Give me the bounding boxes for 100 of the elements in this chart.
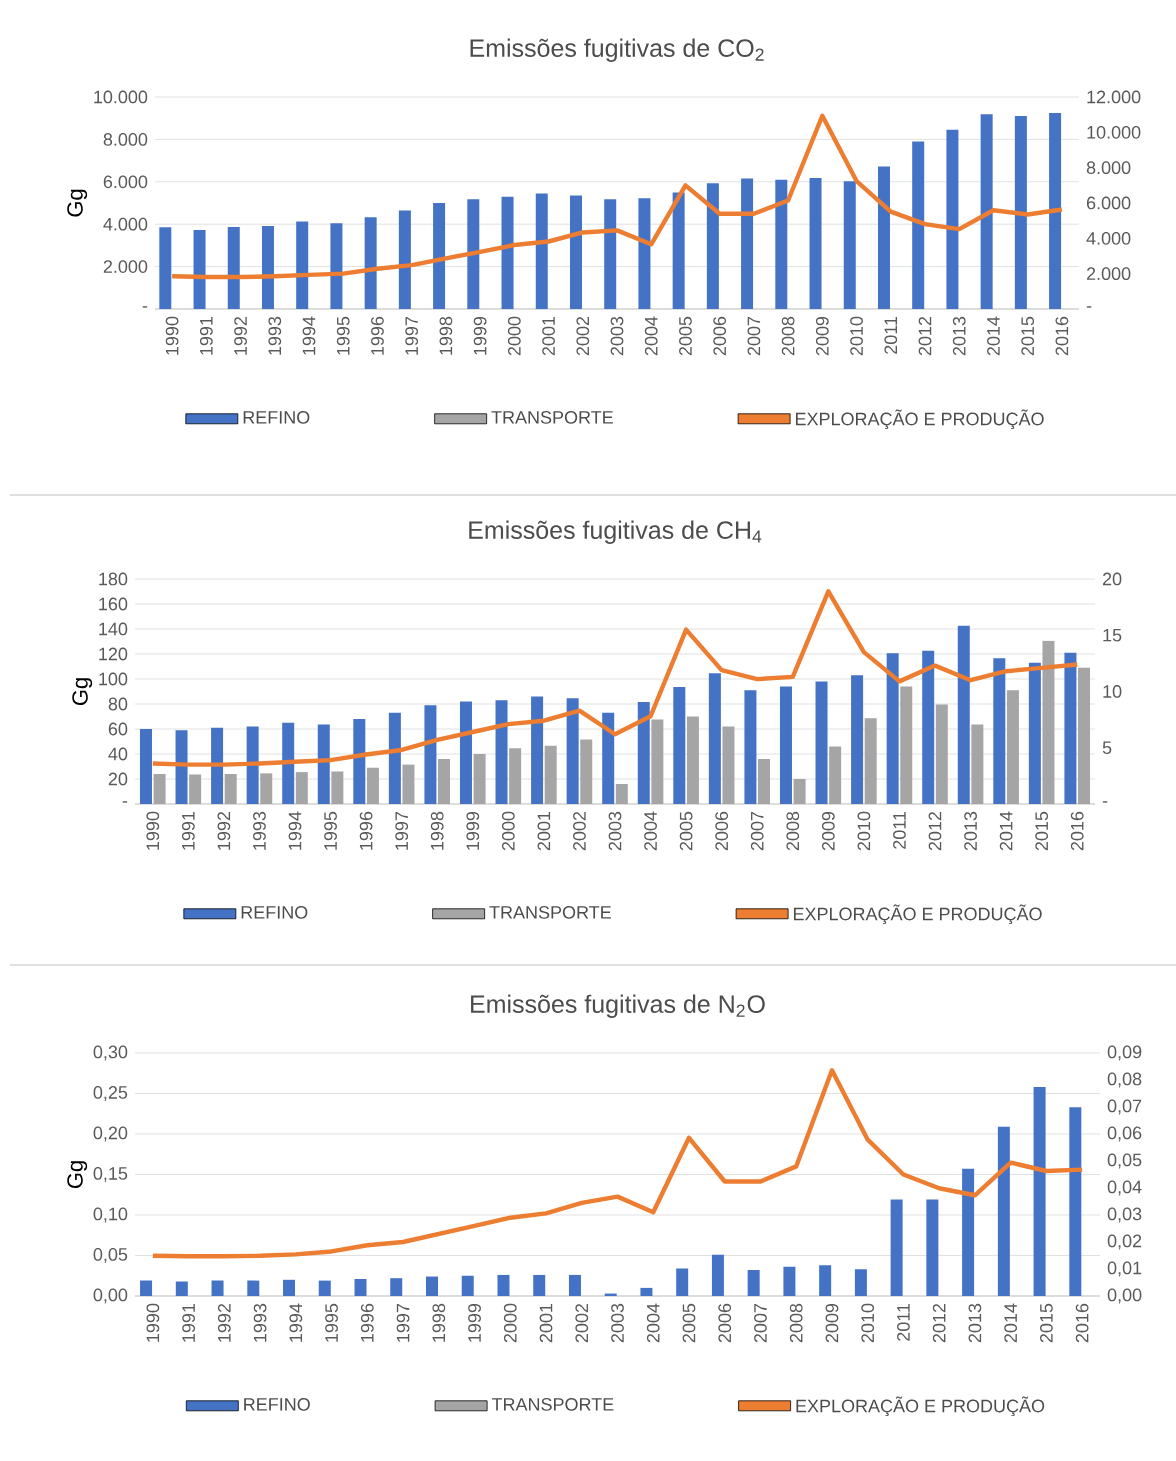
bar bbox=[962, 1168, 975, 1296]
legend-label: TRANSPORTE bbox=[491, 1398, 614, 1411]
bar bbox=[758, 758, 771, 804]
x-tick-label: 2013 bbox=[968, 1303, 982, 1343]
y-tick-label: 0,15 bbox=[93, 1167, 128, 1182]
bar bbox=[260, 773, 273, 804]
x-tick-label: 2001 bbox=[537, 811, 551, 851]
bar bbox=[1042, 640, 1055, 804]
x-tick-label: 2016 bbox=[1055, 316, 1069, 356]
line-series bbox=[150, 589, 1080, 767]
bar bbox=[296, 221, 309, 309]
bar bbox=[779, 686, 792, 804]
bar bbox=[211, 727, 224, 804]
x-tick-label: 2015 bbox=[1021, 316, 1035, 356]
x-tick-label: 2014 bbox=[999, 811, 1013, 851]
x-tick-label: 1991 bbox=[199, 316, 213, 355]
bar bbox=[672, 192, 685, 309]
bar bbox=[261, 225, 274, 309]
legend-label: REFINO bbox=[241, 906, 308, 919]
bar bbox=[354, 1278, 367, 1296]
y-tick-label: - bbox=[122, 801, 128, 803]
bar bbox=[912, 141, 925, 309]
y-tick-label: 140 bbox=[99, 622, 128, 636]
bar bbox=[1014, 116, 1027, 309]
x-tick-label: 1994 bbox=[289, 1303, 303, 1342]
bar bbox=[890, 1199, 903, 1296]
chart-title: Emissões fugitivas de CH$_{4}$ bbox=[469, 520, 762, 544]
bar bbox=[900, 686, 913, 804]
bar bbox=[637, 702, 650, 804]
bar bbox=[1069, 1107, 1082, 1296]
legend-label: EXPLORAÇÃO E PRODUÇÃO bbox=[795, 409, 1044, 430]
bar bbox=[980, 114, 993, 309]
bar bbox=[686, 716, 699, 804]
bar bbox=[809, 177, 822, 309]
y-tick-label: - bbox=[142, 306, 148, 308]
y2-tick-label: - bbox=[1086, 306, 1092, 308]
y-tick-label: 180 bbox=[99, 572, 128, 586]
bar bbox=[926, 1199, 939, 1296]
y2-tick-label: 0,00 bbox=[1107, 1288, 1142, 1304]
y-tick-label: 0,05 bbox=[93, 1248, 128, 1263]
bar bbox=[604, 199, 617, 309]
x-tick-label: 2004 bbox=[646, 1303, 660, 1343]
bar bbox=[331, 771, 344, 804]
x-tick-label: 2006 bbox=[718, 1303, 732, 1343]
y2-tick-label: 8.000 bbox=[1086, 161, 1131, 175]
bar bbox=[501, 196, 514, 309]
bar bbox=[815, 681, 828, 804]
bar bbox=[922, 650, 935, 804]
bar bbox=[566, 698, 579, 804]
x-tick-label: 2002 bbox=[573, 811, 586, 851]
bar bbox=[189, 774, 202, 804]
legend-label: TRANSPORTE bbox=[491, 411, 613, 424]
bar bbox=[843, 181, 856, 309]
bar bbox=[1028, 662, 1041, 804]
bar bbox=[353, 718, 366, 804]
bar bbox=[473, 753, 486, 804]
bar bbox=[747, 1270, 760, 1296]
x-tick-label: 2013 bbox=[952, 316, 966, 356]
x-tick-label: 1994 bbox=[302, 316, 316, 355]
bar bbox=[708, 673, 721, 804]
bar bbox=[366, 767, 379, 804]
y-tick-label: 0,25 bbox=[93, 1086, 128, 1101]
y-tick-label: 0,00 bbox=[93, 1288, 128, 1304]
x-tick-label: 2007 bbox=[750, 811, 764, 851]
bar bbox=[935, 704, 948, 804]
x-tick-label: 1999 bbox=[466, 811, 480, 850]
x-tick-label: 2000 bbox=[503, 1303, 517, 1343]
y2-tick-label: 6.000 bbox=[1086, 196, 1131, 210]
y-tick-label: 0,10 bbox=[93, 1207, 128, 1223]
x-tick-label: 2001 bbox=[539, 1303, 553, 1343]
x-tick-label: 2012 bbox=[928, 811, 942, 851]
x-tick-label: 2009 bbox=[815, 316, 829, 356]
bar bbox=[531, 696, 544, 804]
bar bbox=[224, 773, 237, 804]
x-tick-label: 2000 bbox=[501, 811, 515, 851]
y2-tick-label: 0,02 bbox=[1107, 1234, 1142, 1250]
bar bbox=[819, 1265, 832, 1296]
legend-label: EXPLORAÇÃO E PRODUÇÃO bbox=[793, 904, 1042, 925]
x-tick-label: 2014 bbox=[1004, 1303, 1018, 1343]
bar bbox=[741, 178, 754, 309]
bar bbox=[211, 1280, 224, 1296]
bar bbox=[459, 701, 472, 804]
bar bbox=[886, 653, 899, 804]
bar bbox=[398, 210, 411, 309]
x-tick-label: 1995 bbox=[336, 316, 350, 355]
y2-tick-label: 2.000 bbox=[1086, 267, 1131, 281]
bar bbox=[140, 1280, 153, 1296]
bar bbox=[495, 700, 508, 804]
y2-tick-label: 4.000 bbox=[1086, 231, 1131, 245]
y-tick-label: 40 bbox=[108, 747, 128, 761]
x-tick-label: 2015 bbox=[1040, 1303, 1053, 1343]
x-tick-label: 1997 bbox=[405, 316, 419, 355]
y-tick-label: 160 bbox=[99, 597, 128, 611]
y2-tick-label: 0,01 bbox=[1107, 1261, 1142, 1277]
bar bbox=[706, 183, 719, 309]
y2-tick-label: 0,06 bbox=[1107, 1126, 1142, 1142]
bar bbox=[139, 728, 152, 804]
bar bbox=[317, 724, 330, 804]
bar bbox=[783, 1266, 796, 1296]
bar bbox=[997, 1126, 1010, 1296]
